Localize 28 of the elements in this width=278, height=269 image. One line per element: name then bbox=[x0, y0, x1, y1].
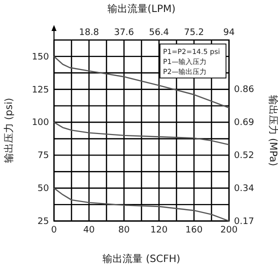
y-tick-label: 50 bbox=[38, 184, 50, 194]
y-tick-label: 150 bbox=[32, 52, 50, 62]
y2-tick-label: 0.86 bbox=[234, 85, 254, 96]
line-series bbox=[53, 122, 230, 146]
y-axis-title: 输出压力 (psi) bbox=[3, 98, 15, 164]
y2-axis-title: 输出压力 (MPa) bbox=[267, 94, 278, 166]
x2-tick-label: 37.6 bbox=[114, 28, 134, 38]
y-tick-label: 125 bbox=[32, 85, 49, 96]
x-tick-label: 200 bbox=[220, 225, 238, 236]
x-tick-label: 80 bbox=[118, 225, 130, 236]
x-tick-label: 120 bbox=[150, 225, 168, 236]
x2-tick-label: 75.2 bbox=[184, 28, 204, 38]
y2-tick-label: 0.34 bbox=[234, 184, 254, 194]
y2-tick-label: 0.52 bbox=[234, 151, 254, 162]
x-tick-label: 160 bbox=[185, 225, 203, 236]
x2-axis-title: 输出流量(LPM) bbox=[107, 3, 176, 15]
x-tick-label: 0 bbox=[51, 225, 58, 236]
line-series bbox=[53, 56, 230, 108]
x2-tick-label: 56.4 bbox=[148, 28, 170, 38]
x2-tick-label: 94 bbox=[223, 28, 235, 38]
y-tick-label: 75 bbox=[38, 151, 49, 162]
y2-tick-label: 0.17 bbox=[234, 216, 254, 227]
y2-tick-label: 0.69 bbox=[234, 118, 254, 128]
x-tick-label: 40 bbox=[83, 225, 95, 236]
x-axis-title: 输出流量 (SCFH) bbox=[102, 253, 180, 265]
x2-tick-label: 18.8 bbox=[78, 28, 100, 38]
y-tick-label: 100 bbox=[32, 118, 50, 128]
y-tick-label: 25 bbox=[38, 216, 49, 227]
